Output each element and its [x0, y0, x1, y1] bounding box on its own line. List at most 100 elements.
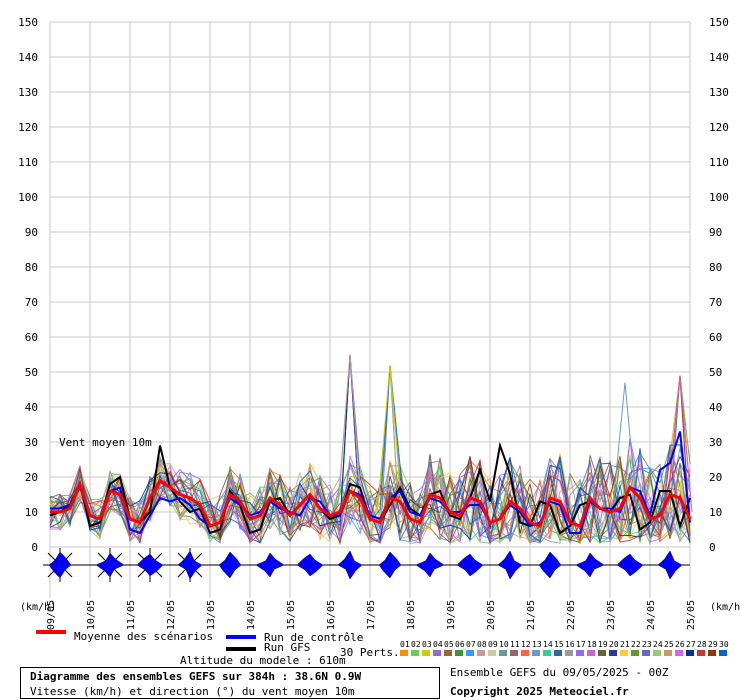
wind-rose [337, 550, 363, 580]
rose-petals [575, 552, 605, 578]
perturbation-id: 14 [543, 640, 553, 649]
perturbation-swatch [675, 650, 683, 656]
rose-petals [337, 550, 363, 580]
date-label: 11/05 [126, 600, 137, 630]
perturbation-peak [337, 354, 363, 513]
wind-rose [173, 548, 207, 582]
date-label: 14/05 [246, 600, 257, 630]
date-label: 19/05 [446, 600, 457, 630]
ytick-label-left: 120 [18, 121, 38, 134]
rose-petals [616, 553, 644, 577]
perturbation-swatch [609, 650, 617, 656]
ytick-label-right: 100 [709, 191, 729, 204]
ytick-label-right: 120 [709, 121, 729, 134]
perturbation-id: 11 [510, 640, 520, 649]
perturbation-swatch [466, 650, 474, 656]
ytick-label-left: 110 [18, 156, 38, 169]
y-ticks-right: 0 10 20 30 40 50 60 70 80 90 100 110 120 130 140 150 [709, 16, 729, 554]
wind-rose [255, 552, 285, 578]
rose-petals [296, 553, 324, 577]
perturbation-id: 21 [620, 640, 630, 649]
perturbation-swatch [422, 650, 430, 656]
rose-petals [538, 551, 562, 579]
perturbation-swatch [499, 650, 507, 656]
perturbation-swatch [642, 650, 650, 656]
ytick-label-left: 50 [25, 366, 38, 379]
perturbation-id: 30 [719, 640, 729, 649]
perturbation-swatch [708, 650, 716, 656]
wind-rose [378, 551, 402, 579]
rose-petals [456, 553, 484, 577]
perturbation-id: 13 [532, 640, 542, 649]
date-label: 18/05 [406, 600, 417, 630]
perturbation-swatch [521, 650, 529, 656]
wind-rose [133, 548, 167, 582]
ytick-label-left: 140 [18, 51, 38, 64]
perturbation-id: 18 [587, 640, 597, 649]
ytick-label-right: 90 [709, 226, 722, 239]
ytick-label-left: 70 [25, 296, 38, 309]
rose-petals [378, 551, 402, 579]
title-box [20, 667, 440, 699]
ytick-label-right: 80 [709, 261, 722, 274]
perturbation-id: 02 [411, 640, 421, 649]
ytick-label-right: 30 [709, 436, 722, 449]
perturbation-swatch [455, 650, 463, 656]
ytick-label-right: 10 [709, 506, 722, 519]
perturbation-swatch [565, 650, 573, 656]
perturbation-peak [667, 375, 693, 513]
chart-title: Diagramme des ensembles GEFS sur 384h : … [30, 670, 362, 683]
perturbation-id: 12 [521, 640, 531, 649]
ytick-label-right: 70 [709, 296, 722, 309]
perturbations-label: 30 Perts. [340, 646, 400, 659]
perturbation-swatch [554, 650, 562, 656]
perturbation-swatch [433, 650, 441, 656]
perturbation-id: 17 [576, 640, 586, 649]
rose-petals [218, 551, 242, 579]
perturbation-id: 07 [466, 640, 476, 649]
rose-petals [48, 551, 72, 579]
perturbation-id: 29 [708, 640, 718, 649]
ytick-label-right: 0 [709, 541, 716, 554]
perturbation-id: 24 [653, 640, 663, 649]
date-label: 13/05 [206, 600, 217, 630]
date-label: 10/05 [86, 600, 97, 630]
perturbation-swatch [587, 650, 595, 656]
altitude-label: Altitude du modele : 610m [180, 654, 346, 667]
perturbation-swatch [444, 650, 452, 656]
date-labels: 09/05 10/05 11/05 12/05 13/05 14/05 15/05 16/05… [46, 600, 697, 630]
wind-rose [497, 550, 523, 580]
perturbation-swatch [620, 650, 628, 656]
ytick-label-right: 40 [709, 401, 722, 414]
perturbation-swatch [576, 650, 584, 656]
rose-petals [415, 552, 445, 578]
wind-rose [616, 553, 644, 577]
perturbation-id: 27 [686, 640, 696, 649]
perturbation-line [49, 364, 691, 545]
ytick-label-left: 100 [18, 191, 38, 204]
ytick-label-left: 60 [25, 331, 38, 344]
ytick-label-left: 30 [25, 436, 38, 449]
wind-rose [657, 550, 683, 580]
ytick-label-left: 10 [25, 506, 38, 519]
legend-swatch-mean [36, 630, 66, 634]
series-line-control [50, 431, 691, 535]
main-series [49, 431, 692, 535]
perturbation-id: 09 [488, 640, 498, 649]
perturbation-id: 28 [697, 640, 707, 649]
wind-rose [296, 553, 324, 577]
perturbation-peak [377, 364, 403, 513]
rose-petals [657, 550, 683, 580]
date-label: 16/05 [326, 600, 337, 630]
rose-petals [497, 550, 523, 580]
date-label: 21/05 [526, 600, 537, 630]
unit-right: (km/h) [710, 602, 740, 613]
legend-label-control: Run de contrôle [264, 631, 364, 644]
rose-petals [255, 552, 285, 578]
perturbation-id: 20 [609, 640, 619, 649]
ytick-label-left: 130 [18, 86, 38, 99]
perturbation-id: 08 [477, 640, 487, 649]
legend-swatch-gfs [226, 647, 256, 651]
legend-swatch-control [226, 635, 256, 639]
